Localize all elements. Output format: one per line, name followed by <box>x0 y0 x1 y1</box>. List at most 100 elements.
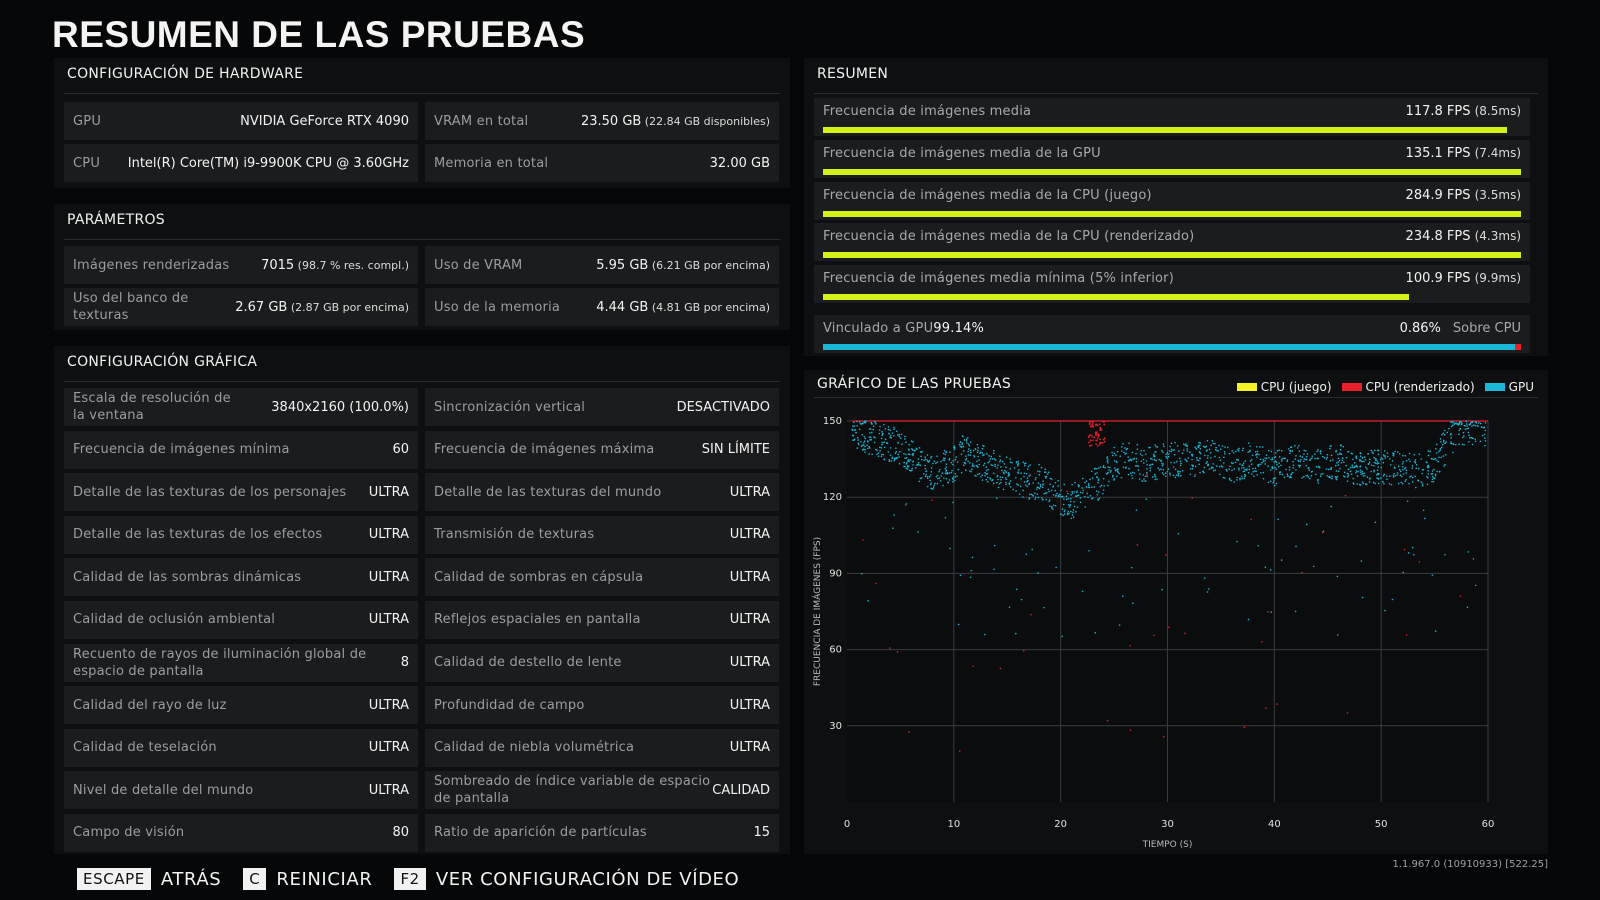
gpu-point <box>904 457 906 459</box>
back-button[interactable]: ESCAPE ATRÁS <box>77 868 243 890</box>
gpu-point <box>1320 473 1322 475</box>
gpu-point <box>894 458 896 461</box>
gpu-point <box>1044 492 1047 494</box>
gpu-point <box>1085 480 1088 483</box>
action-label: ATRÁS <box>160 868 222 890</box>
gpu-point <box>1026 477 1029 480</box>
gpu-point <box>1276 450 1279 452</box>
gpu-point <box>1165 455 1167 458</box>
gpu-point <box>1279 473 1281 475</box>
gpu-point <box>1170 442 1173 445</box>
cpu-render-point <box>1090 444 1093 447</box>
gpu-point <box>1059 495 1061 498</box>
gpu-point <box>956 461 959 463</box>
gpu-point <box>1094 467 1097 470</box>
gpu-point <box>1223 456 1225 459</box>
gpu-point <box>856 424 858 427</box>
gpu-point <box>1225 468 1228 471</box>
gpu-point <box>1143 478 1145 480</box>
video-settings-button[interactable]: F2 VER CONFIGURACIÓN DE VÍDEO <box>394 868 761 890</box>
gpu-point <box>1005 456 1008 458</box>
gpu-point <box>1057 495 1060 498</box>
legend-item: CPU (juego) <box>1236 380 1332 394</box>
setting-cell: Calidad de destello de lente ULTRA <box>425 643 779 682</box>
gpu-point <box>853 425 856 427</box>
gpu-point <box>866 440 869 442</box>
gpu-point <box>864 451 866 453</box>
summary-bar-track <box>823 252 1521 259</box>
gpu-point <box>1105 472 1108 475</box>
gpu-point <box>1248 442 1250 444</box>
gpu-point <box>1401 462 1404 465</box>
setting-value: 3840x2160 (100.0%) <box>271 399 409 415</box>
gpu-point <box>1467 431 1470 434</box>
gpu-point <box>1140 460 1143 462</box>
gpu-point <box>928 475 931 478</box>
legend-label: GPU <box>1508 380 1534 394</box>
gpu-outlier-point <box>1203 577 1206 579</box>
restart-button[interactable]: C REINICIAR <box>243 868 394 890</box>
page-title: RESUMEN DE LAS PRUEBAS <box>52 14 586 55</box>
cpu-render-point <box>1261 641 1263 643</box>
gpu-point <box>981 452 984 454</box>
gpu-point <box>1298 466 1301 468</box>
gpu-point <box>911 448 913 450</box>
setting-cell: Campo de visión 80 <box>64 813 418 852</box>
gpu-point <box>1478 422 1480 424</box>
gpu-point <box>1127 473 1130 476</box>
gpu-point <box>1143 449 1145 452</box>
gpu-point <box>898 435 901 438</box>
gpu-point <box>976 443 979 446</box>
gpu-point <box>1099 485 1102 488</box>
gpu-point <box>1152 455 1155 457</box>
gpu-point <box>1421 483 1424 485</box>
gpu-point <box>1139 453 1142 455</box>
gpu-point <box>913 449 915 452</box>
gpu-point <box>1435 459 1438 461</box>
gpu-point <box>865 420 867 423</box>
gpu-point <box>1479 440 1482 443</box>
gpu-point <box>864 421 867 424</box>
gpu-point <box>906 462 908 464</box>
gpu-point <box>1377 462 1380 465</box>
gpu-point <box>1444 463 1446 466</box>
gpu-point <box>992 452 995 455</box>
gpu-point <box>1382 458 1384 460</box>
gpu-point <box>943 459 946 462</box>
gpu-point <box>1343 461 1345 463</box>
gpu-point <box>1199 448 1202 450</box>
gpu-point <box>1250 473 1253 475</box>
gpu-point <box>972 449 975 452</box>
gpu-point <box>1316 457 1318 460</box>
gpu-outlier-point <box>1424 517 1426 520</box>
gpu-point <box>968 448 970 450</box>
gpu-point <box>905 453 907 456</box>
gpu-point <box>910 470 912 472</box>
gpu-point <box>940 460 942 463</box>
gpu-point <box>1166 470 1169 473</box>
gpu-point <box>1370 470 1372 473</box>
gpu-point <box>1409 460 1411 463</box>
setting-value: ULTRA <box>368 612 409 628</box>
summary-value: 117.8 FPS (8.5ms) <box>1405 104 1521 119</box>
gpu-point <box>1013 467 1016 469</box>
summary-row: Frecuencia de imágenes media de la CPU (… <box>814 223 1530 262</box>
gpu-point <box>961 443 963 446</box>
setting-cell: Profundidad de campo ULTRA <box>425 686 779 725</box>
gpu-point <box>987 480 989 483</box>
gpu-point <box>1335 478 1338 481</box>
gpu-point <box>1436 443 1438 446</box>
gpu-point <box>1268 456 1270 459</box>
gpu-point <box>952 480 954 483</box>
gpu-point <box>1221 466 1224 468</box>
gpu-point <box>1145 460 1148 462</box>
gpu-point <box>1089 494 1092 497</box>
gpu-point <box>1440 446 1443 449</box>
gpu-point <box>1390 464 1392 466</box>
gpu-point <box>1108 469 1110 471</box>
gpu-point <box>970 451 972 454</box>
gpu-point <box>1483 433 1486 436</box>
cpu-render-point <box>1103 440 1106 443</box>
gpu-point <box>1158 458 1161 461</box>
gpu-point <box>868 428 871 430</box>
